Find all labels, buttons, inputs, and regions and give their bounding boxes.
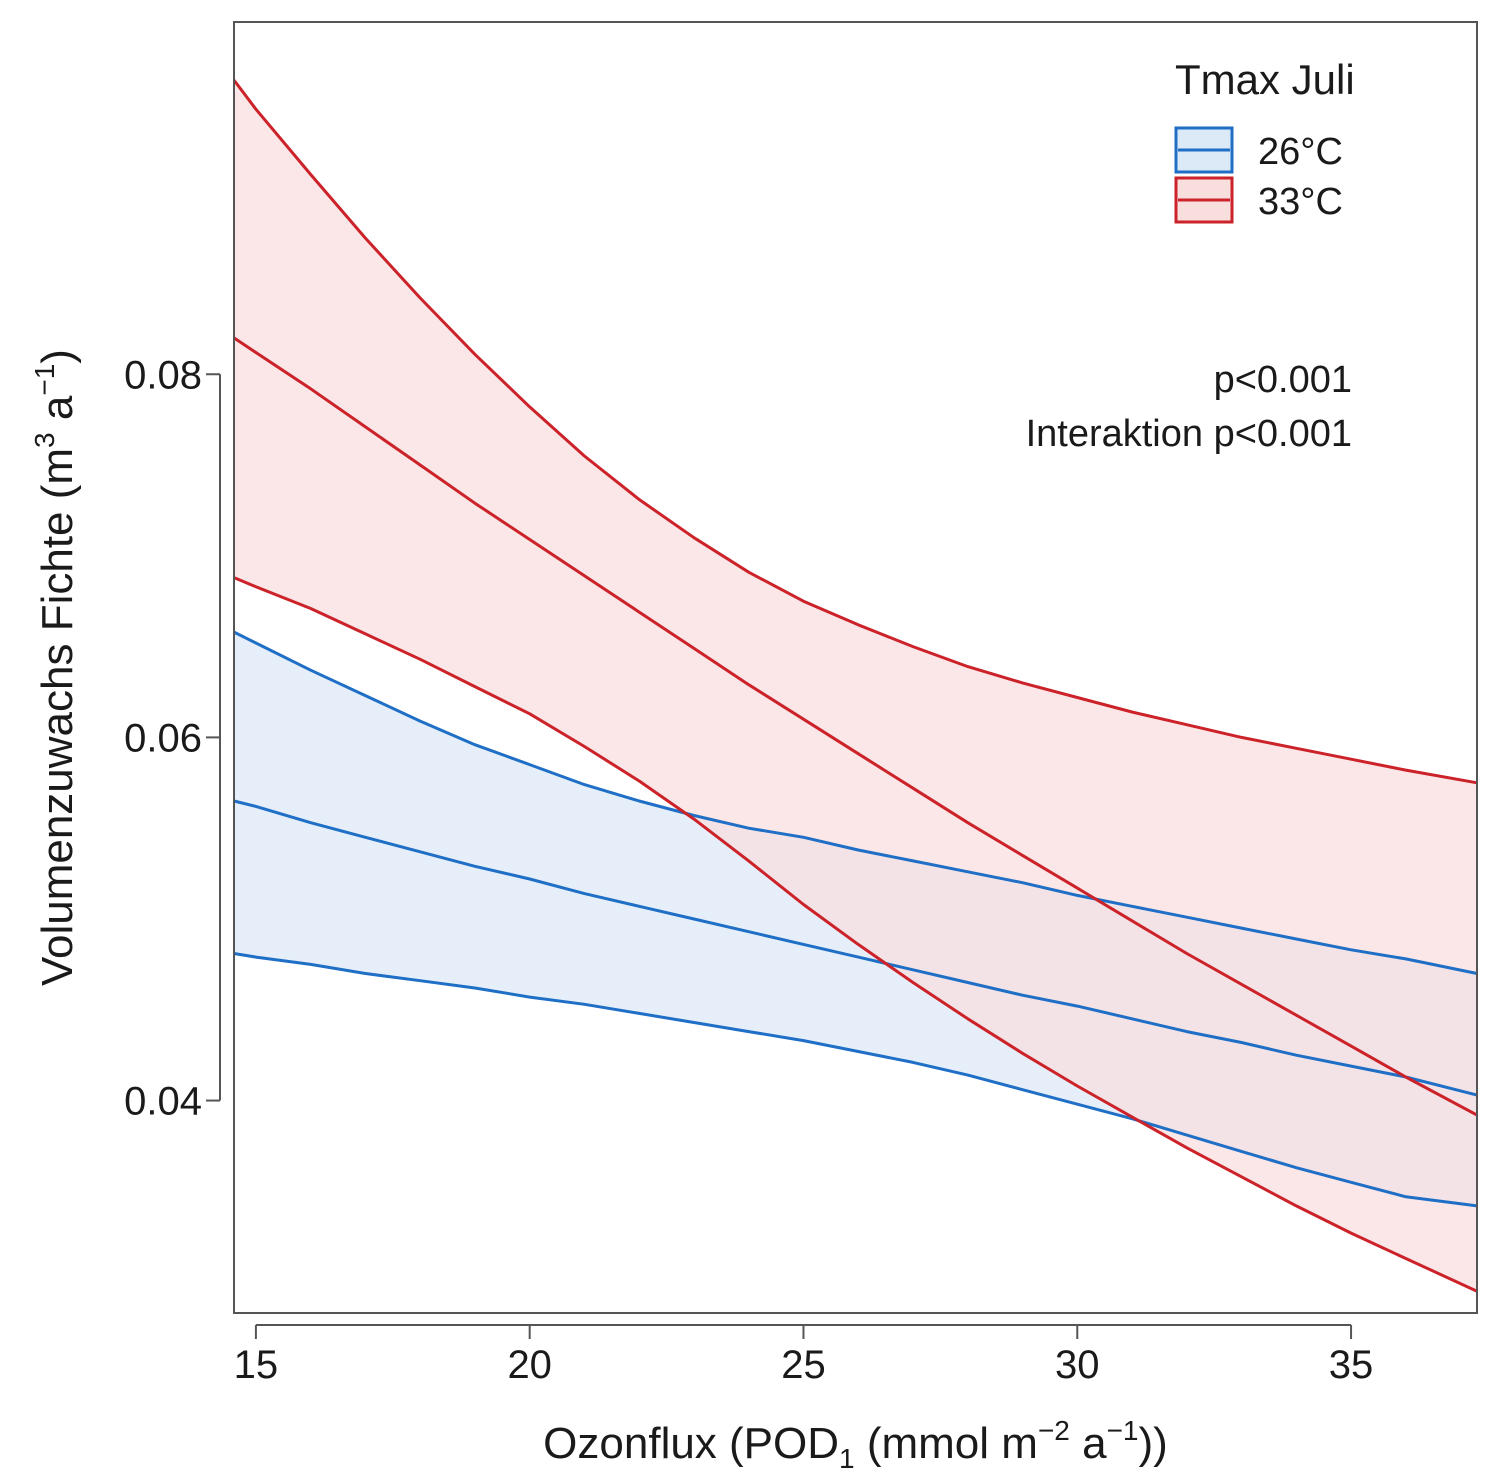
x-axis: 15 20 25 30 35 <box>234 1324 1374 1387</box>
confidence-bands <box>234 80 1477 1292</box>
interaction-p-value-annotation: Interaktion p<0.001 <box>1026 413 1352 455</box>
legend: Tmax Juli 26°C 33°C <box>1174 56 1355 224</box>
legend-label: 33°C <box>1258 181 1343 223</box>
y-tick-label: 0.04 <box>124 1080 202 1124</box>
series-lines <box>232 79 1478 1293</box>
y-axis: 0.04 0.06 0.08 <box>124 353 221 1124</box>
line-series-1-upper <box>232 79 1478 785</box>
legend-title: Tmax Juli <box>1175 56 1355 103</box>
line-series-0-fit <box>233 799 1478 1097</box>
x-axis-title-subscript: 1 <box>839 1443 855 1474</box>
x-axis-title-superscript: −2 <box>1038 1415 1070 1446</box>
line-series-0-lower <box>233 952 1478 1208</box>
y-tick-label: 0.06 <box>124 716 202 760</box>
x-tick-label: 35 <box>1329 1343 1374 1387</box>
y-axis-title-part: Volumenzuwachs Fichte (m <box>33 448 82 986</box>
line-series-0-upper <box>233 630 1478 975</box>
x-axis-title: Ozonflux (POD1 (mmol m−2 a−1)) <box>543 1415 1168 1474</box>
y-axis-title-part: ) <box>33 349 82 364</box>
band-series-1 <box>234 80 1477 1292</box>
annotations: p<0.001 Interaktion p<0.001 <box>1026 359 1352 455</box>
p-value-annotation: p<0.001 <box>1214 359 1352 401</box>
x-tick-label: 20 <box>507 1343 552 1387</box>
x-tick-label: 15 <box>234 1343 279 1387</box>
x-axis-title-superscript: −1 <box>1107 1415 1139 1446</box>
y-axis-title-superscript: 3 <box>29 432 60 448</box>
line-series-1-lower <box>233 576 1478 1293</box>
y-axis-title: Volumenzuwachs Fichte (m3 a−1) <box>29 349 82 986</box>
line-series-1-fit <box>233 336 1478 1117</box>
y-axis-title-part: a <box>33 395 82 432</box>
x-axis-title-part: a <box>1070 1419 1107 1468</box>
plot-frame <box>233 21 1478 1314</box>
x-tick-label: 30 <box>1055 1343 1100 1387</box>
x-tick-label: 25 <box>781 1343 826 1387</box>
x-axis-title-part: Ozonflux (POD <box>543 1419 839 1468</box>
x-axis-title-part: (mmol m <box>855 1419 1038 1468</box>
y-tick-label: 0.08 <box>124 353 202 397</box>
x-axis-title-part: )) <box>1139 1419 1168 1468</box>
y-axis-title-superscript: −1 <box>29 364 60 396</box>
legend-label: 26°C <box>1258 131 1343 173</box>
